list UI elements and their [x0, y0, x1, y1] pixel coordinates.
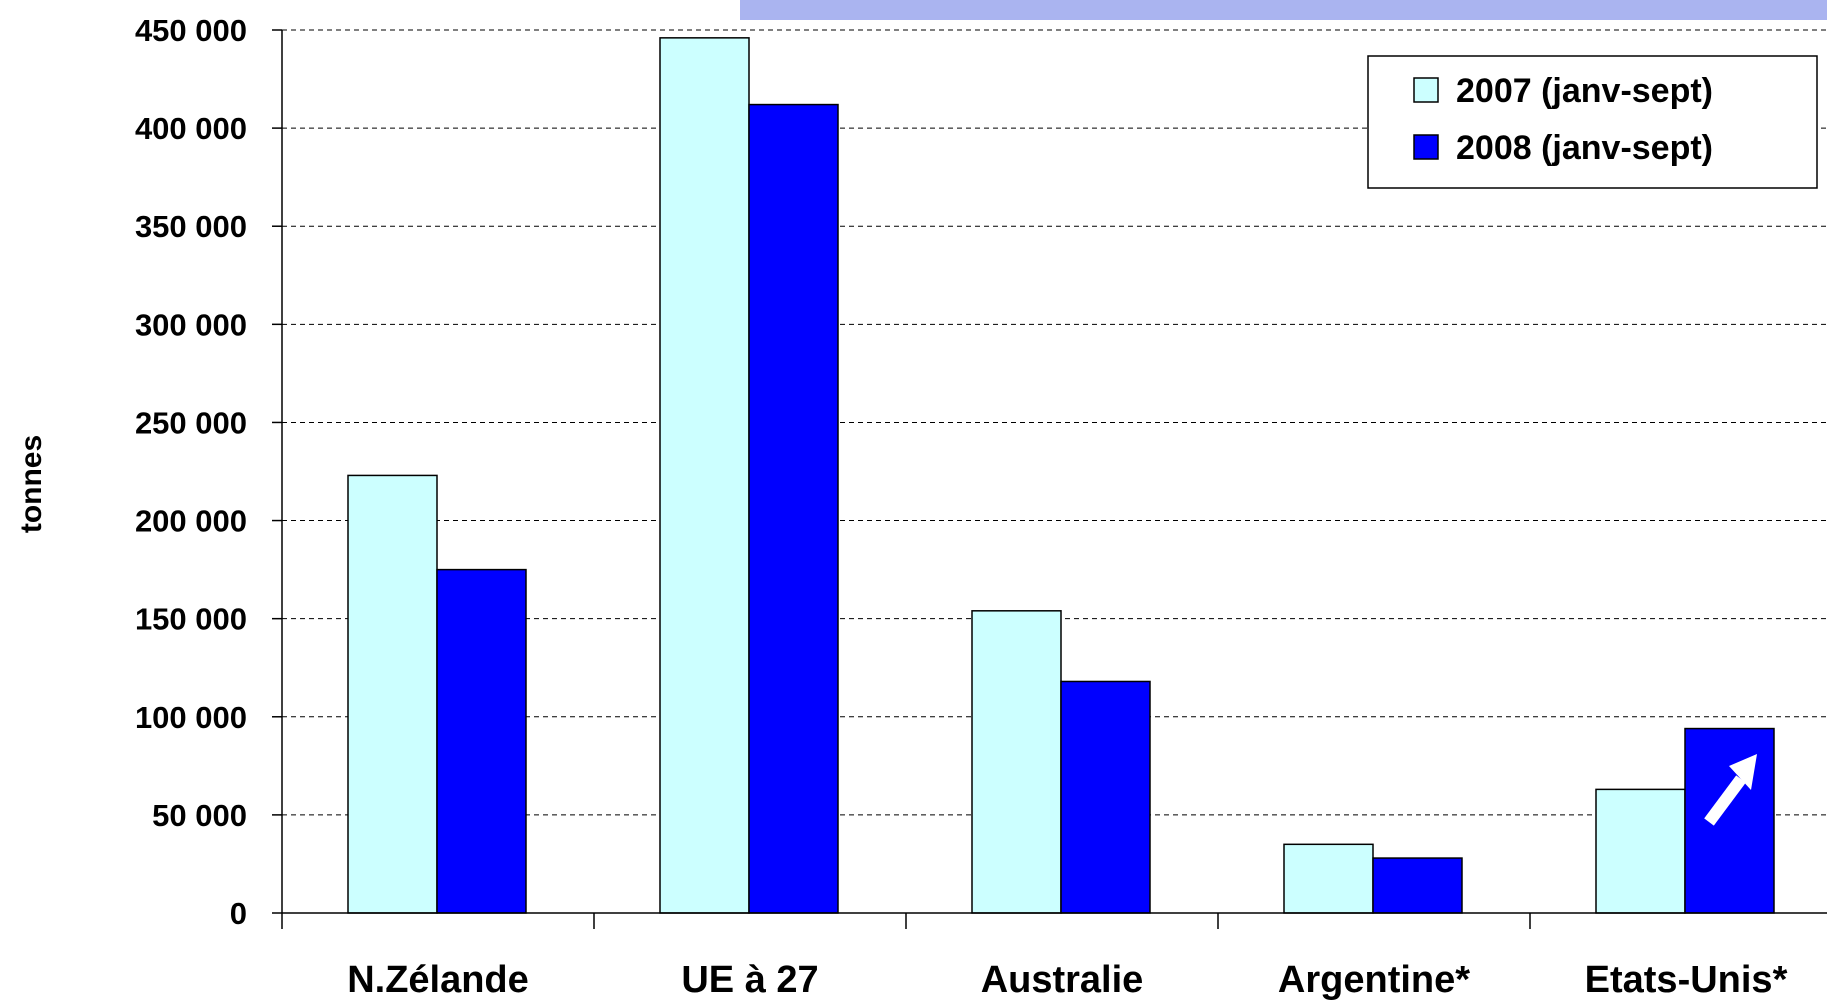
- legend: 2007 (janv-sept) 2008 (janv-sept): [1367, 55, 1818, 189]
- x-category-label: Etats-Unis*: [1585, 959, 1788, 1001]
- trend-arrow: [1704, 754, 1757, 826]
- bar-2008: [748, 103, 839, 914]
- arrow-head: [1729, 754, 1757, 790]
- y-tick-label: 100 000: [135, 700, 247, 735]
- legend-swatch: [1413, 134, 1439, 160]
- bar-2007: [1595, 788, 1686, 914]
- y-tick-label: 0: [230, 896, 247, 931]
- bar-2008: [1372, 857, 1463, 914]
- legend-label: 2007 (janv-sept): [1456, 72, 1713, 110]
- y-tick-label: 250 000: [135, 405, 247, 440]
- x-category-label: Argentine*: [1278, 959, 1470, 1001]
- axes: [272, 29, 1827, 929]
- bar-2008: [1684, 727, 1775, 914]
- legend-swatch: [1413, 77, 1439, 103]
- x-category-label: Australie: [981, 959, 1144, 1001]
- y-tick-label: 300 000: [135, 307, 247, 342]
- arrow-shaft: [1704, 775, 1746, 826]
- bar-2007: [659, 37, 750, 914]
- y-tick-label: 200 000: [135, 504, 247, 539]
- title-banner: [740, 0, 1827, 20]
- y-tick-label: 450 000: [135, 13, 247, 48]
- y-tick-label: 50 000: [152, 798, 247, 833]
- y-tick-labels: 0 50 000 100 000 150 000 200 000 250 000 300 0…: [135, 13, 247, 931]
- y-axis-label: tonnes: [15, 435, 48, 533]
- bar-2008: [1060, 680, 1151, 914]
- y-tick-label: 350 000: [135, 209, 247, 244]
- y-tick-label: 150 000: [135, 602, 247, 637]
- bar-2007: [1283, 843, 1374, 914]
- legend-box: [1367, 55, 1818, 189]
- bar-2007: [347, 474, 438, 914]
- x-category-labels: N.Zélande UE à 27 Australie Argentine* Etats…: [347, 959, 1787, 1001]
- legend-label: 2008 (janv-sept): [1456, 129, 1713, 167]
- bars: [347, 37, 1775, 914]
- bar-2008: [436, 568, 527, 914]
- x-category-label: UE à 27: [681, 959, 818, 1001]
- bar-2007: [971, 610, 1062, 914]
- x-category-label: N.Zélande: [347, 959, 529, 1001]
- y-tick-label: 400 000: [135, 111, 247, 146]
